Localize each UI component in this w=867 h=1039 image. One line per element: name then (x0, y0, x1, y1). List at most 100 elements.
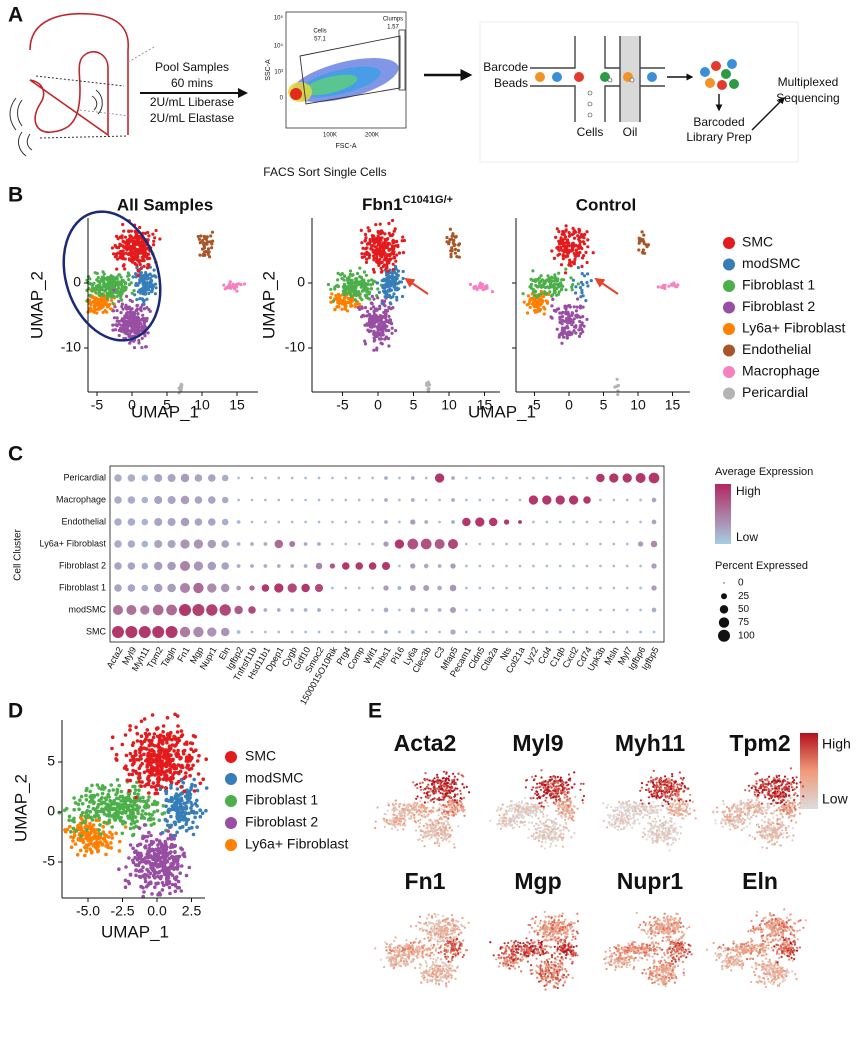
cell-point (172, 766, 176, 771)
dot (503, 519, 510, 525)
cell-point (133, 750, 138, 755)
cell-point (98, 282, 102, 287)
cell-point (199, 234, 203, 238)
cell-point (195, 798, 199, 803)
cell-point (435, 841, 438, 844)
cell-point (578, 286, 583, 290)
cell-point (174, 781, 179, 786)
dot (651, 497, 657, 503)
cell-point (188, 741, 193, 745)
cell-point (200, 247, 205, 251)
cell-point (108, 798, 112, 803)
cell-point (195, 825, 199, 829)
cell-point (451, 779, 454, 782)
cell-point (412, 808, 416, 811)
cell-point (191, 749, 196, 754)
cell-point (110, 832, 114, 837)
cell-point (105, 310, 109, 314)
cell-point (167, 885, 172, 890)
cell-point (557, 290, 561, 294)
cell-point (177, 819, 181, 824)
cell-point (451, 781, 454, 784)
cell-point (395, 253, 399, 257)
cell-point (362, 255, 366, 259)
cell-point (171, 858, 176, 863)
cell-point (532, 300, 536, 304)
dot (152, 604, 164, 616)
cell-point (384, 254, 388, 258)
dot (545, 542, 549, 546)
cell-point (147, 843, 152, 847)
cell-point (188, 792, 193, 797)
cell-point (442, 804, 445, 807)
cell-point (160, 888, 165, 892)
x-tick-label: 15 (477, 397, 493, 413)
cell-point (396, 269, 401, 273)
cell-point (191, 809, 196, 814)
cell-point (426, 796, 429, 800)
cell-point (363, 342, 368, 346)
dot (625, 608, 629, 612)
cell-point (447, 789, 451, 792)
x-tick-label: -5 (528, 397, 541, 413)
cell-point (155, 809, 160, 813)
cell-point (101, 300, 105, 304)
cell-point (120, 236, 124, 240)
cell-point (395, 287, 399, 292)
cell-point (552, 290, 557, 294)
cell-point (113, 305, 117, 309)
cell-point (115, 758, 119, 762)
cell-point (113, 243, 117, 248)
cell-point (85, 828, 89, 832)
cell-point (374, 256, 379, 260)
cell-point (158, 849, 163, 854)
cell-point (392, 277, 396, 281)
cell-point (131, 275, 135, 279)
cell-point (157, 891, 162, 895)
cell-point (640, 230, 644, 234)
cell-point (196, 234, 200, 239)
cell-point (377, 231, 381, 235)
cell-point (423, 792, 426, 795)
cell-point (460, 774, 463, 777)
cell-point (169, 780, 174, 785)
cell-point (128, 234, 132, 238)
cell-point (138, 278, 143, 282)
cell-point (139, 266, 143, 271)
cell-point (442, 790, 445, 793)
plot-frame (109, 465, 665, 643)
cell-point (363, 339, 367, 343)
cell-point (117, 299, 121, 303)
cell-point (163, 859, 167, 864)
cell-point (481, 287, 485, 291)
cell-point (342, 292, 346, 296)
device-label: Barcode (483, 60, 528, 74)
cell-point (371, 236, 375, 240)
size-legend-dot (723, 582, 725, 584)
cell-point (182, 776, 186, 780)
cell-point (142, 752, 146, 757)
dot (371, 630, 374, 634)
cell-point (127, 229, 131, 233)
legend-swatch (225, 795, 237, 807)
cell-point (349, 302, 353, 306)
cell-point (99, 832, 103, 836)
cell-point (143, 250, 147, 254)
cell-point (391, 232, 395, 236)
cell-point (146, 266, 150, 270)
y-tick-label: 0 (297, 274, 305, 290)
cell-point (558, 315, 562, 319)
cell-point (386, 283, 390, 287)
legend-swatch (225, 839, 237, 851)
cell-point (361, 278, 365, 282)
cell-point (438, 798, 441, 802)
cell-point (380, 269, 384, 273)
cell-point (88, 795, 92, 799)
cell-point (368, 297, 372, 301)
cell-point (448, 835, 451, 838)
dot (264, 630, 267, 634)
cell-point (615, 384, 619, 388)
dot (648, 472, 660, 484)
dot (518, 542, 522, 546)
cell-point (373, 321, 377, 325)
